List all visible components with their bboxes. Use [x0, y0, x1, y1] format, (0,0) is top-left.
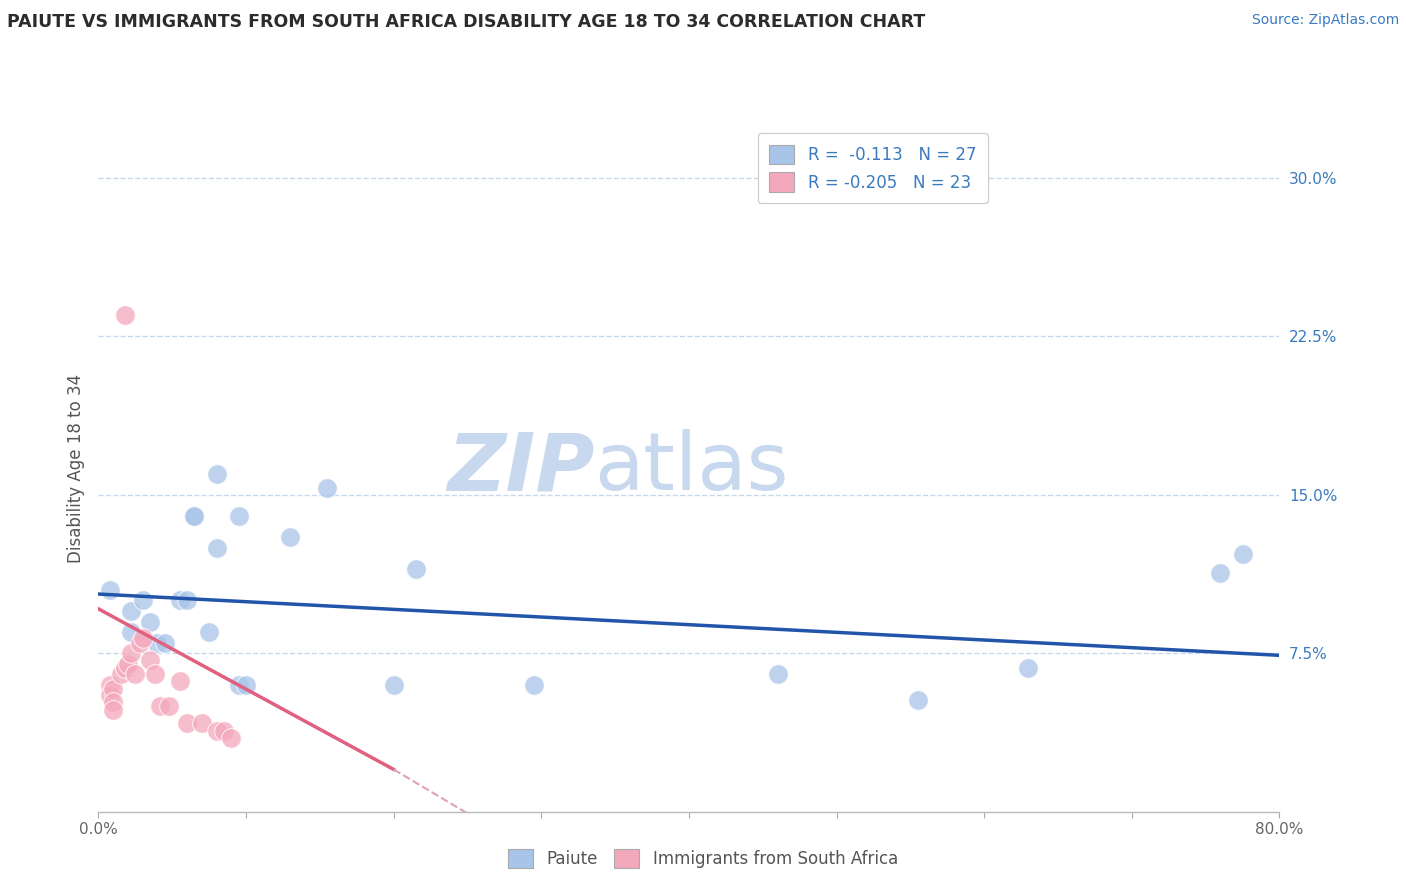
Point [98, 689, 121, 703]
Point [117, 657, 139, 671]
Point [149, 699, 172, 714]
Y-axis label: Disability Age 18 to 34: Disability Age 18 to 34 [66, 374, 84, 563]
Point [120, 604, 142, 618]
Point [124, 667, 146, 681]
Point [198, 625, 221, 640]
Point [146, 635, 169, 649]
Point [139, 652, 162, 666]
Point [114, 308, 136, 322]
Point [153, 635, 176, 649]
Point [405, 562, 427, 576]
Point [1232, 547, 1254, 561]
Point [98, 678, 121, 692]
Point [103, 703, 125, 717]
Text: ZIP: ZIP [447, 429, 595, 508]
Text: Source: ZipAtlas.com: Source: ZipAtlas.com [1251, 13, 1399, 28]
Point [1209, 566, 1232, 580]
Point [128, 635, 150, 649]
Point [120, 625, 142, 640]
Point [98, 582, 121, 597]
Point [316, 482, 339, 496]
Legend: R =  -0.113   N = 27, R = -0.205   N = 23: R = -0.113 N = 27, R = -0.205 N = 23 [758, 133, 987, 203]
Point [523, 678, 546, 692]
Point [278, 530, 302, 544]
Point [228, 508, 250, 523]
Point [176, 593, 198, 607]
Point [382, 678, 405, 692]
Point [120, 646, 142, 660]
Point [228, 678, 250, 692]
Text: PAIUTE VS IMMIGRANTS FROM SOUTH AFRICA DISABILITY AGE 18 TO 34 CORRELATION CHART: PAIUTE VS IMMIGRANTS FROM SOUTH AFRICA D… [7, 13, 925, 31]
Point [110, 667, 132, 681]
Point [183, 508, 205, 523]
Point [219, 731, 242, 745]
Point [114, 661, 136, 675]
Point [205, 467, 228, 481]
Point [143, 667, 166, 681]
Point [183, 508, 205, 523]
Text: atlas: atlas [595, 429, 789, 508]
Point [191, 715, 214, 730]
Point [103, 682, 125, 697]
Point [139, 615, 162, 629]
Point [169, 593, 191, 607]
Point [157, 699, 180, 714]
Point [132, 632, 155, 646]
Point [169, 673, 191, 688]
Point [1017, 661, 1039, 675]
Point [176, 715, 198, 730]
Point [235, 678, 257, 692]
Point [132, 593, 155, 607]
Point [907, 692, 929, 706]
Point [766, 667, 789, 681]
Point [205, 541, 228, 555]
Point [212, 724, 235, 739]
Point [205, 724, 228, 739]
Legend: Paiute, Immigrants from South Africa: Paiute, Immigrants from South Africa [502, 842, 904, 875]
Point [103, 695, 125, 709]
